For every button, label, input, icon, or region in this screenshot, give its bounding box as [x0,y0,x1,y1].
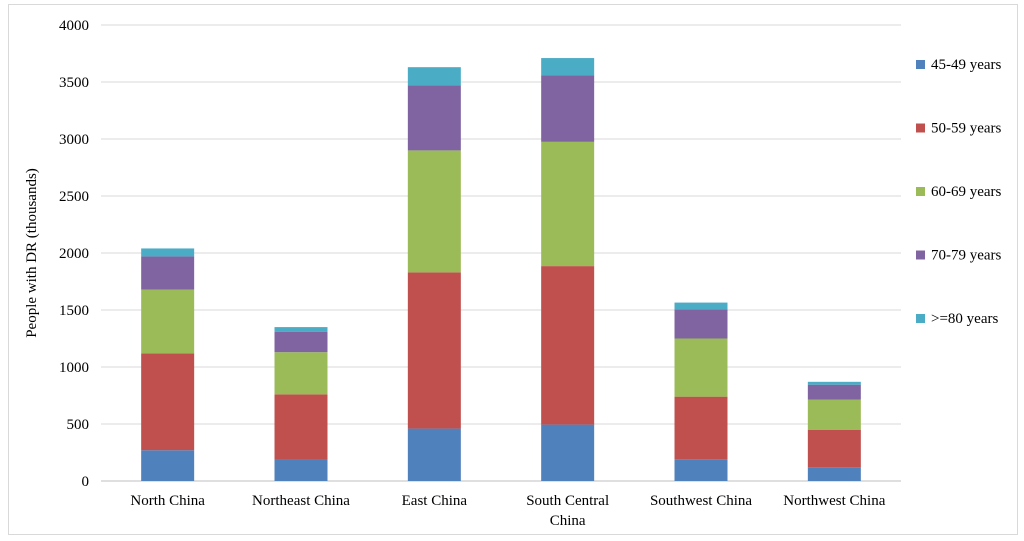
legend-label: 45-49 years [931,57,1002,73]
bar-segment-3-4 [541,141,595,267]
bar-segment-3-2 [274,352,328,395]
y-tick-label: 2000 [59,246,89,262]
legend-swatch [916,314,925,323]
x-tick-label: Northeast China [252,493,350,509]
bar-segment-1-5 [674,459,728,481]
bar-segment-4-3 [407,85,461,151]
legend-label: 70-79 years [931,248,1002,264]
bar-segment-1-6 [807,467,861,481]
y-axis-title: People with DR (thousands) [24,168,40,338]
bar-segment-5-4 [541,58,595,76]
legend-label: 50-59 years [931,121,1002,137]
x-tick-label: Northwest China [783,493,885,509]
stacked-bar-chart: 0 500 1000 1500 2000 2500 3000 3500 4000 People w… [24,18,1002,529]
bar-segment-4-1 [141,256,195,290]
y-tick-label: 3000 [59,132,89,148]
bar-segment-4-4 [541,75,595,142]
legend-swatch [916,250,925,260]
bar-segment-4-2 [274,331,328,353]
bar-segment-3-6 [807,399,861,430]
x-tick-label: East China [402,493,468,509]
bar-segment-5-3 [407,67,461,86]
bar-segment-5-2 [274,327,328,332]
y-tick-label: 1500 [59,303,89,319]
bar-segment-1-1 [141,450,195,481]
bar-segment-5-6 [807,381,861,385]
x-tick-label: North China [130,493,205,509]
x-tick-label: South Central China [526,493,609,529]
bar-segment-2-6 [807,429,861,468]
y-tick-label: 3500 [59,75,89,91]
bar-segment-2-2 [274,394,328,460]
bar-segment-2-5 [674,396,728,460]
bar-segment-3-3 [407,150,461,273]
bar-segment-1-2 [274,459,328,481]
legend-swatch [916,187,925,196]
bar-segment-3-5 [674,338,728,397]
chart-frame: 0 500 1000 1500 2000 2500 3000 3500 4000 People w… [8,4,1018,535]
y-tick-label: 2500 [59,189,89,205]
bar-segment-2-4 [541,266,595,425]
legend-swatch [916,123,925,133]
bar-segment-2-1 [141,353,195,451]
y-tick-label: 0 [82,474,90,490]
legend-label: 60-69 years [931,184,1002,200]
legend-swatch [916,60,925,69]
x-tick-label: Southwest China [650,493,752,509]
bar-segment-5-1 [141,248,195,257]
bar-segment-5-5 [674,302,728,310]
bar-segment-3-1 [141,289,195,354]
bar-segment-2-3 [407,272,461,429]
y-tick-label: 1000 [59,360,89,376]
bar-segment-1-4 [541,424,595,481]
bar-segment-4-6 [807,384,861,400]
bar-segment-4-5 [674,309,728,339]
bar-segment-1-3 [407,428,461,481]
y-tick-label: 4000 [59,18,89,34]
y-tick-label: 500 [67,417,90,433]
legend-label: >=80 years [931,311,998,327]
